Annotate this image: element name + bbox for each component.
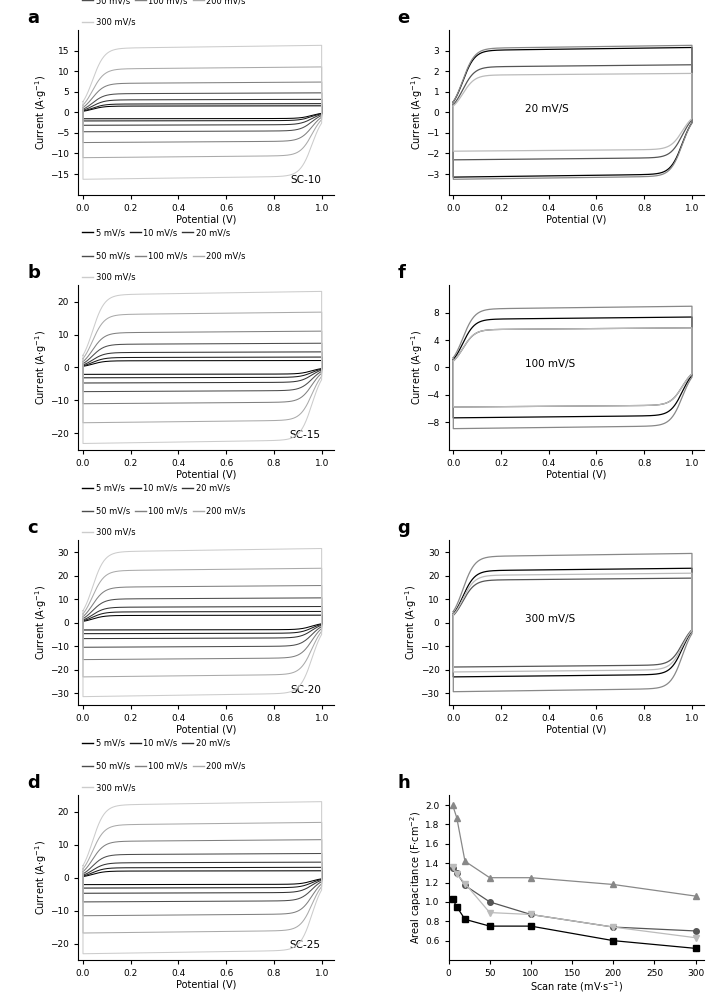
Text: b: b	[27, 264, 40, 282]
Text: SC-25: SC-25	[290, 940, 321, 950]
X-axis label: Scan rate (mV$\cdot$s$^{-1}$): Scan rate (mV$\cdot$s$^{-1}$)	[530, 979, 623, 994]
Text: 20 mV/S: 20 mV/S	[525, 104, 569, 114]
Text: SC-15: SC-15	[290, 430, 321, 440]
Text: g: g	[397, 519, 410, 537]
Text: 300 mV/S: 300 mV/S	[525, 614, 575, 624]
Legend: 300 mV/s: 300 mV/s	[82, 783, 135, 792]
Text: a: a	[27, 9, 39, 27]
Y-axis label: Current (A$\cdot$g$^{-1}$): Current (A$\cdot$g$^{-1}$)	[33, 75, 49, 150]
Y-axis label: Current (A$\cdot$g$^{-1}$): Current (A$\cdot$g$^{-1}$)	[409, 330, 425, 405]
Y-axis label: Current (A$\cdot$g$^{-1}$): Current (A$\cdot$g$^{-1}$)	[33, 585, 49, 660]
Y-axis label: Current (A$\cdot$g$^{-1}$): Current (A$\cdot$g$^{-1}$)	[409, 75, 425, 150]
Text: 100 mV/S: 100 mV/S	[525, 359, 575, 369]
Legend: 300 mV/s: 300 mV/s	[82, 273, 135, 282]
Text: f: f	[397, 264, 405, 282]
Text: e: e	[397, 9, 410, 27]
Legend: 300 mV/s: 300 mV/s	[82, 18, 135, 27]
X-axis label: Potential (V): Potential (V)	[176, 469, 236, 479]
Y-axis label: Areal capacitance (F$\cdot$cm$^{-2}$): Areal capacitance (F$\cdot$cm$^{-2}$)	[408, 811, 424, 944]
Y-axis label: Current (A$\cdot$g$^{-1}$): Current (A$\cdot$g$^{-1}$)	[33, 330, 49, 405]
Y-axis label: Current (A$\cdot$g$^{-1}$): Current (A$\cdot$g$^{-1}$)	[403, 585, 419, 660]
Text: d: d	[27, 774, 40, 792]
X-axis label: Potential (V): Potential (V)	[176, 724, 236, 734]
X-axis label: Potential (V): Potential (V)	[546, 724, 606, 734]
Text: h: h	[397, 774, 410, 792]
X-axis label: Potential (V): Potential (V)	[546, 469, 606, 479]
Legend: 300 mV/s: 300 mV/s	[82, 528, 135, 537]
Text: SC-10: SC-10	[290, 175, 321, 185]
X-axis label: Potential (V): Potential (V)	[176, 214, 236, 224]
Text: c: c	[27, 519, 38, 537]
Text: SC-20: SC-20	[290, 685, 321, 695]
X-axis label: Potential (V): Potential (V)	[546, 214, 606, 224]
X-axis label: Potential (V): Potential (V)	[176, 979, 236, 989]
Y-axis label: Current (A$\cdot$g$^{-1}$): Current (A$\cdot$g$^{-1}$)	[33, 840, 49, 915]
